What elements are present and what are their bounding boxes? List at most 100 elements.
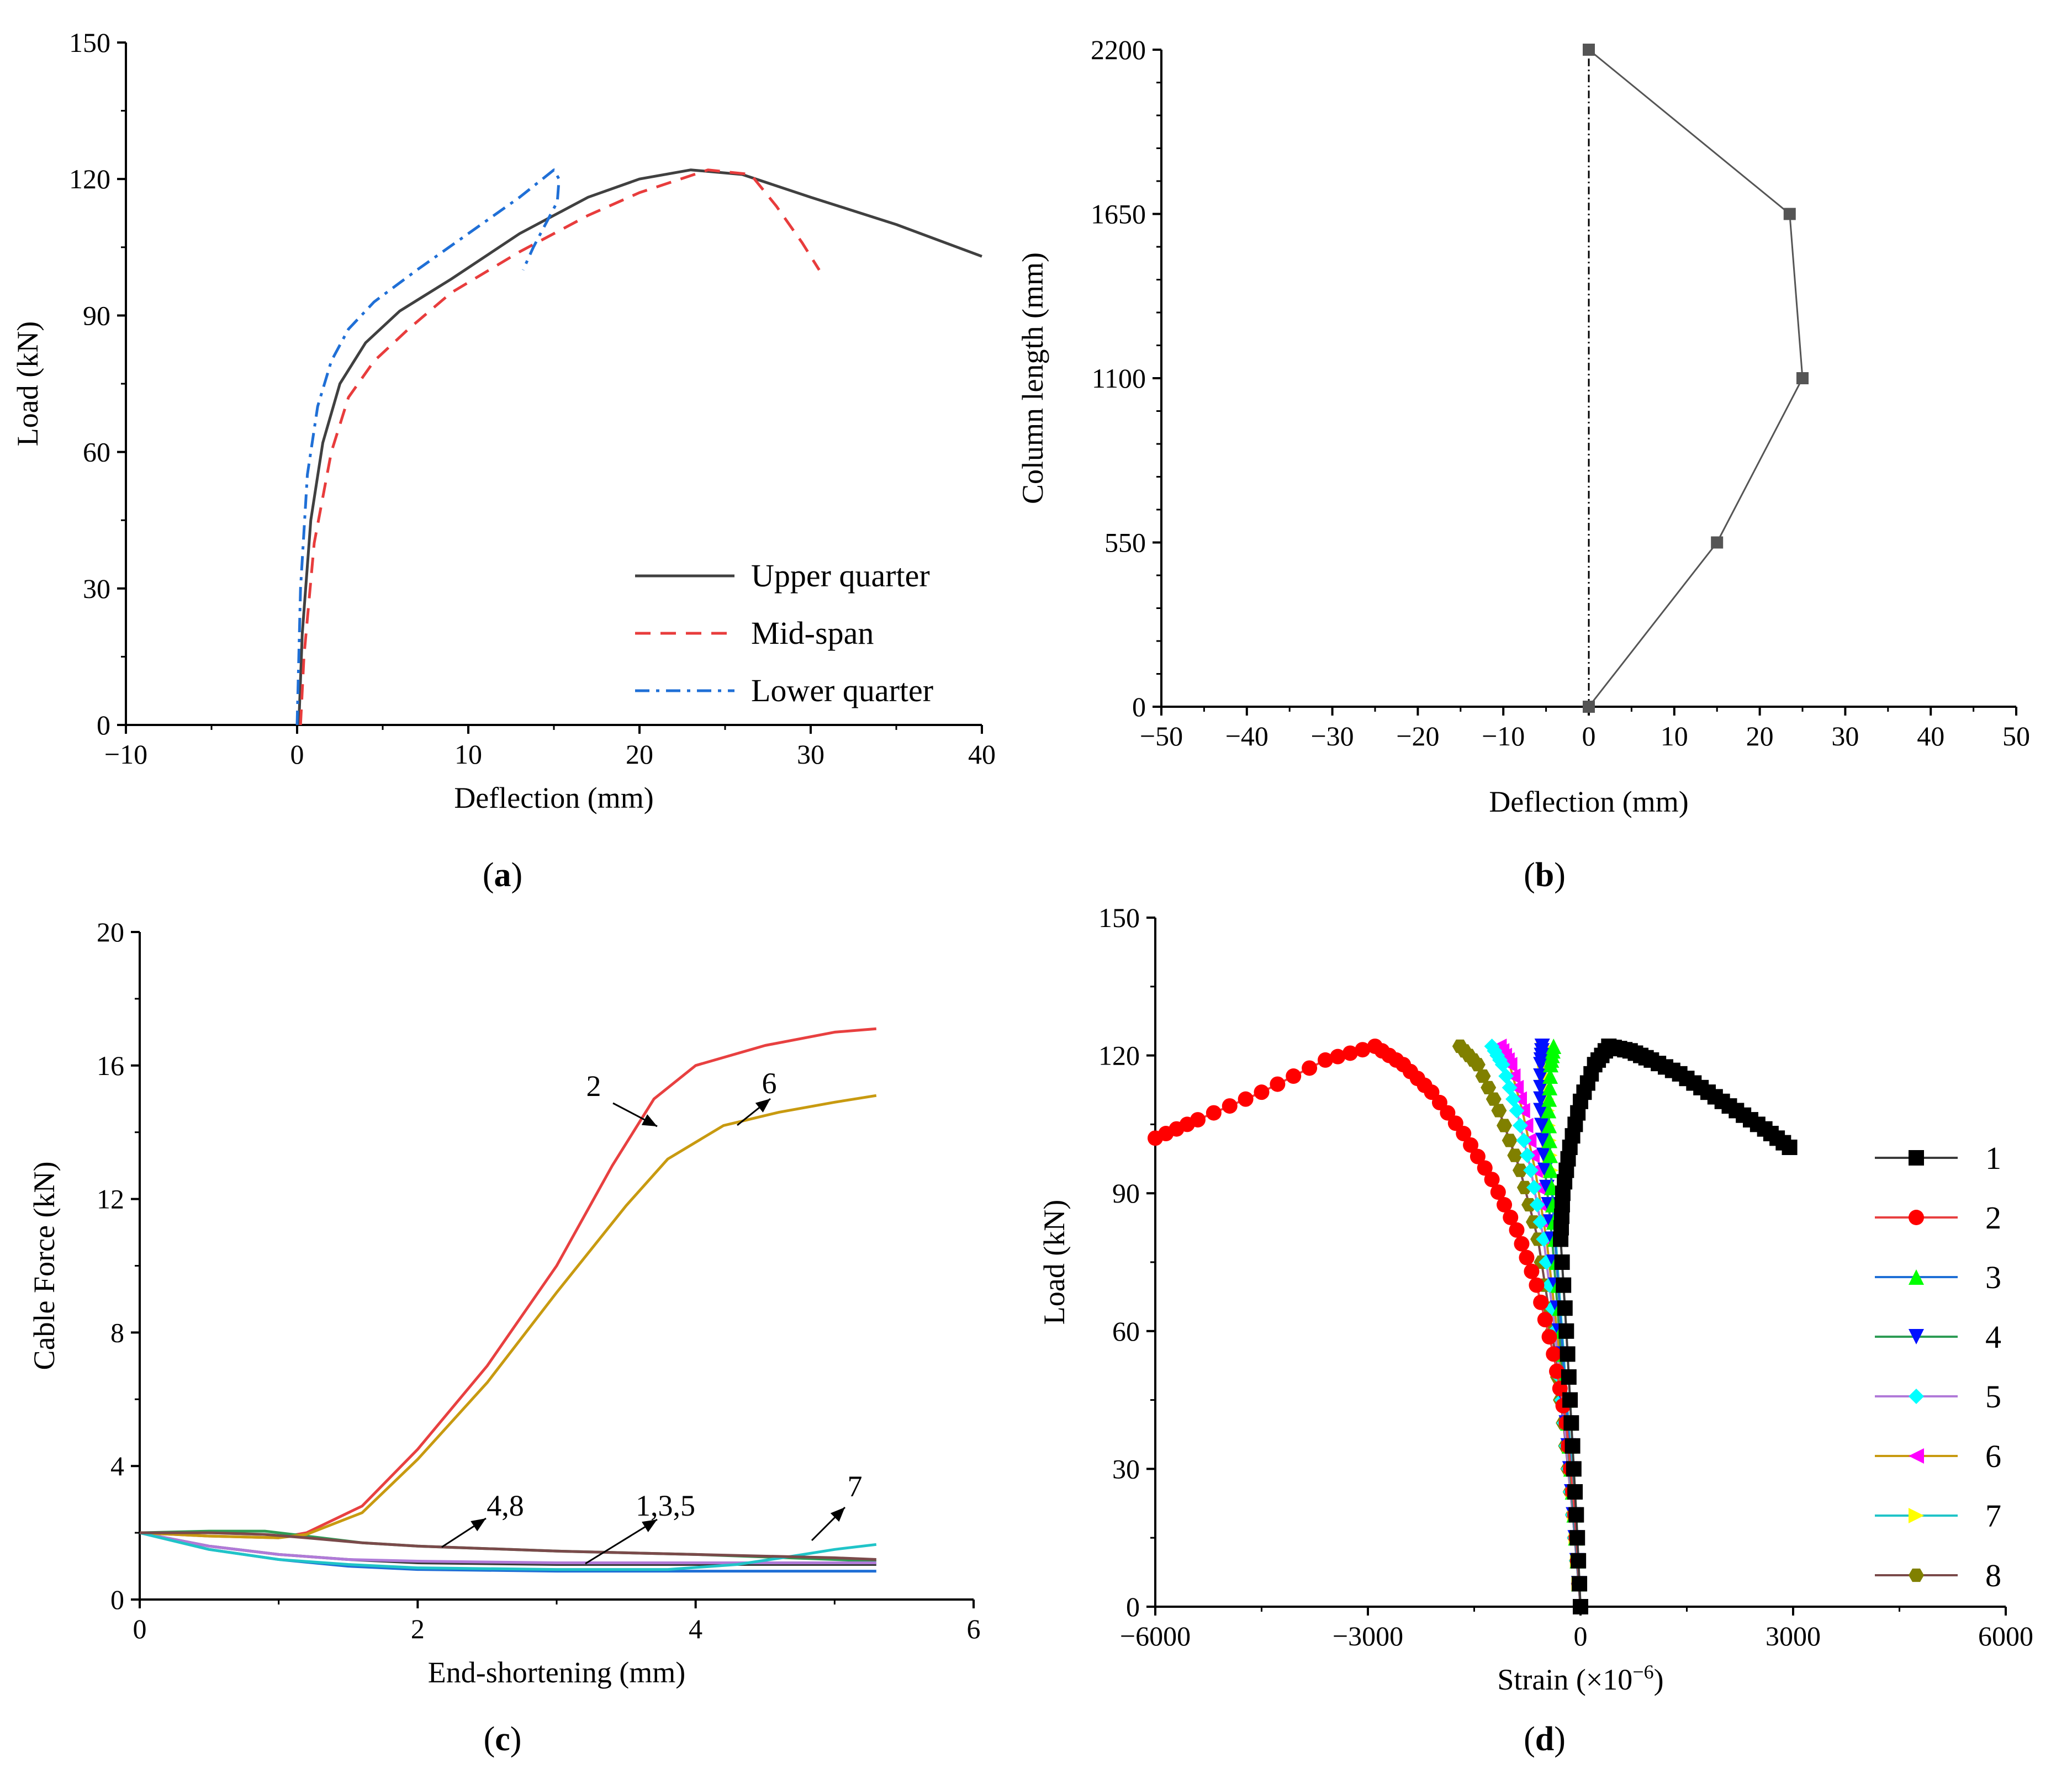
legend-label: 3	[1985, 1259, 2001, 1295]
strain-marker	[1286, 1068, 1302, 1084]
y-tick-label: 1100	[1092, 363, 1146, 394]
annotation-arrow-head	[471, 1518, 486, 1532]
x-tick-label: 2	[411, 1613, 425, 1644]
x-tick-label: −10	[1482, 721, 1525, 751]
strain-marker	[1497, 1119, 1512, 1132]
y-axis-label: Cable Force (kN)	[28, 1162, 61, 1370]
strain-marker	[1505, 1091, 1521, 1107]
x-tick-label: 40	[1917, 721, 1944, 751]
strain-marker	[1502, 1134, 1518, 1147]
annotation-label: 1,3,5	[636, 1489, 695, 1522]
strain-marker	[1477, 1160, 1493, 1176]
strain-marker	[1533, 1294, 1549, 1310]
strain-marker	[1566, 1461, 1582, 1477]
strain-marker	[1524, 1263, 1540, 1279]
legend-label: Mid-span	[751, 615, 874, 651]
y-tick-label: 16	[97, 1050, 124, 1081]
strain-marker	[1541, 1329, 1557, 1345]
cable-line-8	[140, 1531, 876, 1561]
x-tick-label: −10	[104, 739, 147, 770]
x-tick-label: 6000	[1978, 1621, 2033, 1651]
y-tick-label: 150	[69, 27, 110, 58]
y-tick-label: 0	[97, 709, 110, 740]
strain-marker	[1532, 1214, 1548, 1230]
panel-d: −6000 −3000 0 3000 6000 0 30 60 90 120 150 Strain (…	[1038, 902, 2033, 1758]
legend-marker	[1909, 1210, 1924, 1225]
strain-marker	[1222, 1098, 1238, 1114]
strain-marker	[1512, 1118, 1528, 1134]
x-tick-label: −20	[1396, 721, 1439, 751]
annotation-arrow-head	[641, 1114, 657, 1126]
strain-marker	[1572, 1576, 1588, 1592]
strain-marker	[1529, 1277, 1545, 1293]
strain-marker	[1526, 1179, 1542, 1195]
x-tick-label: 30	[797, 739, 824, 770]
y-axis-label: Load (kN)	[1038, 1200, 1071, 1325]
annotation-arrow-head	[830, 1507, 845, 1522]
strain-marker	[1270, 1076, 1286, 1092]
series-line-upper-quarter	[297, 168, 982, 726]
annotation-label: 6	[762, 1067, 777, 1100]
strain-marker	[1542, 1068, 1558, 1084]
cable-line-6	[139, 1094, 877, 1539]
data-point	[1796, 372, 1809, 384]
series-line-lower-quarter	[295, 168, 561, 726]
y-tick-label: 30	[83, 573, 110, 604]
strain-marker	[1573, 1599, 1588, 1614]
strain-marker	[1302, 1060, 1318, 1076]
strain-marker	[1558, 1323, 1574, 1339]
strain-marker	[1568, 1507, 1584, 1523]
y-tick-label: 60	[83, 437, 110, 468]
x-tick-label: 0	[1574, 1621, 1588, 1651]
strain-marker	[1318, 1052, 1333, 1068]
x-axis-label: Deflection (mm)	[1489, 785, 1688, 818]
x-tick-label: 0	[1582, 721, 1596, 751]
y-axis-label: Column length (mm)	[1016, 252, 1049, 504]
strain-marker	[1475, 1069, 1491, 1083]
strain-marker	[1549, 1363, 1565, 1379]
strain-marker	[1542, 1132, 1558, 1148]
x-tick-label: −30	[1310, 721, 1354, 751]
strain-marker	[1497, 1197, 1513, 1212]
strain-marker	[1556, 1277, 1572, 1293]
strain-series-1	[1553, 1038, 1798, 1614]
legend-marker	[1909, 1389, 1924, 1404]
panel-b: −50 −40 −30 −20 −10 0 10 20 30 40 50 0 550 1100 1650 22…	[1016, 34, 2030, 894]
strain-marker	[1330, 1048, 1346, 1065]
legend-label: Lower quarter	[751, 672, 933, 708]
y-tick-label: 2200	[1091, 34, 1146, 65]
x-tick-label: 3000	[1766, 1621, 1821, 1651]
strain-marker	[1554, 1254, 1570, 1270]
annotation-label: 2	[586, 1069, 601, 1103]
panel-caption: (b)	[1524, 856, 1566, 894]
x-tick-label: 0	[133, 1613, 147, 1644]
strain-marker	[1571, 1553, 1587, 1569]
x-tick-label: 50	[2002, 721, 2030, 751]
x-axis-label: Strain (×10−6)	[1497, 1661, 1663, 1696]
x-tick-label: 20	[1746, 721, 1774, 751]
strain-marker	[1254, 1084, 1270, 1100]
data-point	[1583, 701, 1595, 713]
x-tick-label: 30	[1831, 721, 1859, 751]
strain-marker	[1484, 1172, 1500, 1188]
strain-marker	[1543, 1162, 1559, 1178]
strain-marker	[1546, 1346, 1562, 1362]
legend-marker	[1909, 1150, 1924, 1166]
y-axis-label: Load (kN)	[11, 321, 44, 446]
data-point	[1583, 44, 1595, 56]
y-tick-label: 8	[110, 1317, 124, 1348]
strain-marker	[1206, 1105, 1222, 1121]
cable-line-7	[139, 1531, 877, 1571]
strain-marker	[1509, 1222, 1525, 1238]
y-tick-label: 550	[1104, 527, 1146, 558]
x-tick-label: −40	[1225, 721, 1268, 751]
annotation-label: 7	[848, 1470, 863, 1503]
strain-marker	[1486, 1092, 1502, 1106]
strain-marker	[1463, 1137, 1479, 1153]
y-tick-label: 120	[1098, 1040, 1140, 1071]
annotation-arrow-head	[642, 1519, 657, 1532]
strain-marker	[1537, 1312, 1553, 1327]
y-tick-label: 120	[69, 163, 110, 194]
strain-marker	[1342, 1045, 1358, 1061]
